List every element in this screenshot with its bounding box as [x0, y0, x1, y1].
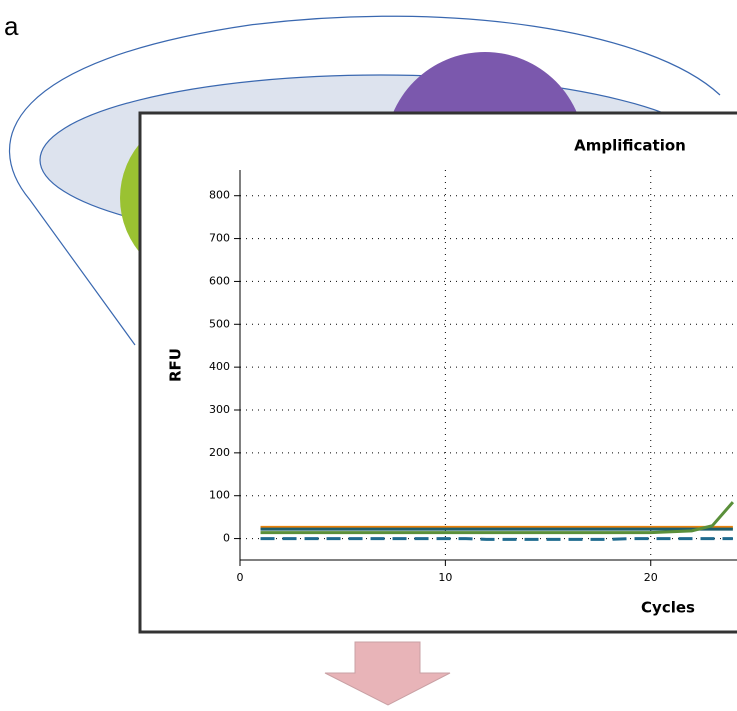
y-tick-label: 200: [209, 446, 230, 459]
y-axis-label: RFU: [167, 348, 185, 382]
chart-title: Amplification: [574, 137, 686, 155]
y-tick-label: 700: [209, 232, 230, 245]
y-tick-label: 300: [209, 403, 230, 416]
y-tick-label: 600: [209, 274, 230, 287]
y-tick-label: 100: [209, 489, 230, 502]
y-tick-label: 800: [209, 189, 230, 202]
x-tick-label: 20: [644, 571, 658, 584]
y-tick-label: 400: [209, 360, 230, 373]
x-tick-label: 0: [237, 571, 244, 584]
down-arrow: [325, 642, 450, 705]
x-tick-label: 10: [438, 571, 452, 584]
y-tick-label: 500: [209, 317, 230, 330]
panel-label: a: [4, 11, 19, 41]
x-axis-label: Cycles: [641, 599, 695, 617]
figure: a Amplification Cycles RFU 0100200300400…: [0, 0, 737, 711]
y-tick-label: 0: [223, 532, 230, 545]
